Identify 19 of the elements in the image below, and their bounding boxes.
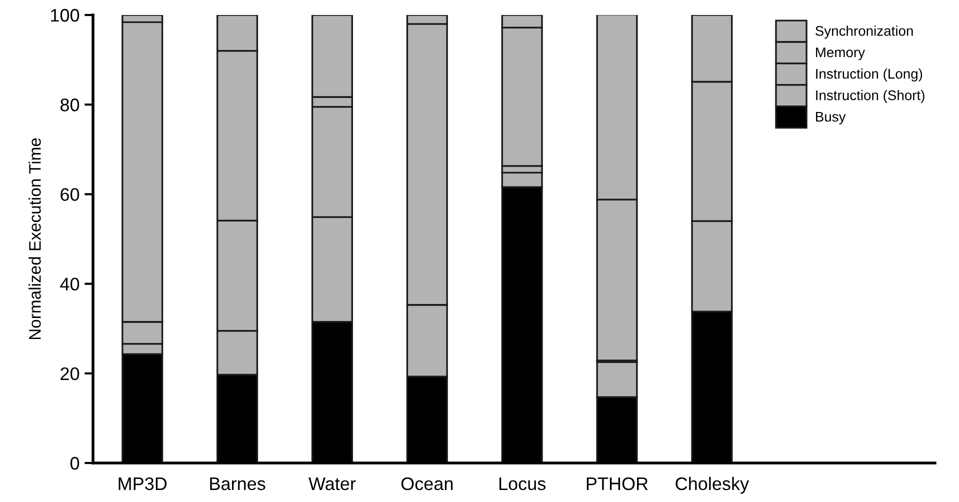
x-tick-label: Water	[308, 478, 356, 490]
y-tick-label: 100	[51, 8, 80, 22]
y-tick-label: 0	[70, 456, 80, 470]
legend-label: Busy	[816, 112, 846, 124]
legend-label: Instruction (Long)	[816, 68, 922, 82]
x-tick-label: Ocean	[401, 477, 453, 490]
y-tick-label: 60	[60, 188, 80, 201]
x-tick-label: PTHOR	[586, 477, 648, 490]
legend-label: Synchronization	[815, 26, 913, 39]
y-tick-label: 80	[60, 98, 80, 112]
y-axis-title: Normalized Execution Time	[28, 138, 41, 340]
x-tick-label: MP3D	[118, 477, 167, 490]
legend-label: Memory	[816, 48, 865, 60]
legend-label: Instruction (Short)	[816, 90, 924, 103]
x-tick-label: Cholesky	[676, 476, 750, 494]
y-tick-label: 40	[60, 278, 80, 291]
x-tick-label: Barnes	[210, 478, 266, 490]
y-tick-label: 20	[60, 367, 80, 380]
x-tick-label: Locus	[499, 478, 546, 490]
